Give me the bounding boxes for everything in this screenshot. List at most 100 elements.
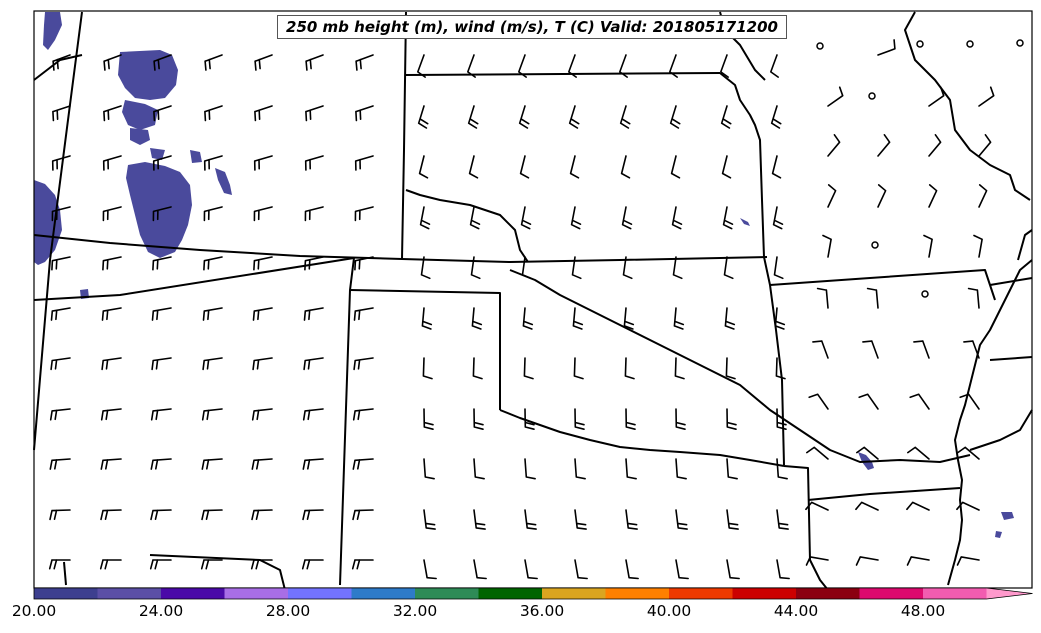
wind-barb xyxy=(909,393,930,410)
wind-barb xyxy=(250,559,273,570)
wind-barb xyxy=(354,155,374,171)
wind-barb xyxy=(353,357,374,371)
wind-barb xyxy=(51,206,71,222)
wind-barb xyxy=(625,559,639,580)
wind-barb xyxy=(353,307,374,321)
wind-barb xyxy=(520,206,532,230)
wind-barb xyxy=(204,54,223,71)
wind-barb xyxy=(571,256,582,280)
wind-barb xyxy=(522,307,534,330)
colorbar-segment xyxy=(34,588,98,599)
wind-barb xyxy=(203,206,223,222)
wind-barb xyxy=(622,256,633,280)
wind-barb xyxy=(808,393,829,410)
wind-barb xyxy=(524,408,535,430)
wind-barb xyxy=(417,105,429,129)
temperature-shading xyxy=(34,12,1014,538)
wind-barb xyxy=(772,206,784,230)
wind-barb xyxy=(101,357,122,371)
wind-barb xyxy=(523,357,534,380)
colorbar-segment xyxy=(478,588,543,599)
wind-barb xyxy=(856,446,879,460)
colorbar-tick-label: 28.00 xyxy=(265,602,311,620)
wind-barb xyxy=(776,559,790,580)
wind-barb xyxy=(470,256,481,280)
wind-barb xyxy=(726,559,740,580)
wind-barb xyxy=(305,105,324,122)
wind-barb xyxy=(625,408,636,430)
wind-barb xyxy=(805,556,829,566)
wind-barb xyxy=(422,357,433,380)
wind-barb xyxy=(302,458,324,470)
wind-barb xyxy=(423,509,436,530)
colorbar-tick-label: 20.00 xyxy=(11,602,57,620)
colorbar-segment xyxy=(224,588,289,599)
wind-barb xyxy=(101,307,122,321)
wind-barb xyxy=(963,340,980,359)
wind-barb xyxy=(621,206,633,230)
colorbar-segment xyxy=(542,588,606,599)
colorbar-tick-label: 32.00 xyxy=(392,602,438,620)
wind-barb xyxy=(253,256,273,271)
wind-barb xyxy=(100,458,122,470)
wind-barb xyxy=(625,458,637,480)
wind-barb xyxy=(355,54,374,71)
wind-barb xyxy=(302,509,324,521)
wind-barb xyxy=(858,393,879,410)
wind-barb xyxy=(906,556,930,566)
wind-barb xyxy=(568,105,580,129)
wind-barb xyxy=(806,446,829,460)
wind-barb xyxy=(50,357,71,371)
wind-barb xyxy=(102,206,122,222)
wind-barb xyxy=(675,509,688,530)
wind-barb xyxy=(152,206,172,222)
wind-barb xyxy=(469,206,481,230)
wind-barb xyxy=(670,155,681,179)
wind-barb xyxy=(201,408,223,421)
wind-barb xyxy=(153,54,172,71)
colorbar-segment xyxy=(351,588,416,599)
colorbar-tick-label: 24.00 xyxy=(138,602,184,620)
map-title: 250 mb height (m), wind (m/s), T (C) Val… xyxy=(277,15,787,39)
wind-barb xyxy=(471,307,483,330)
wind-barb xyxy=(352,509,374,521)
wind-barb xyxy=(956,501,980,511)
wind-barb xyxy=(574,559,588,580)
wind-barb xyxy=(518,54,527,78)
wind-barb xyxy=(151,307,172,321)
wind-barb xyxy=(99,559,122,570)
wind-barb xyxy=(150,509,172,521)
wind-barb xyxy=(103,54,122,71)
wind-barb xyxy=(775,357,786,380)
wind-barb xyxy=(49,509,71,521)
wind-barb xyxy=(419,206,431,230)
wind-barb xyxy=(51,155,71,171)
wind-barb xyxy=(722,206,734,230)
wind-barb xyxy=(776,408,787,430)
wind-barb xyxy=(877,39,896,56)
wind-barb xyxy=(569,155,580,179)
wind-barb xyxy=(827,184,837,208)
wind-barb xyxy=(619,54,628,78)
wind-barb xyxy=(624,357,635,380)
wind-barb xyxy=(354,206,374,222)
wind-barb xyxy=(928,184,938,208)
wind-barb xyxy=(721,155,732,179)
wind-barb xyxy=(201,458,223,470)
wind-barb xyxy=(720,54,729,78)
wind-barb xyxy=(102,256,122,271)
wind-barb xyxy=(776,458,788,480)
wind-barb xyxy=(812,340,829,359)
wind-barb xyxy=(674,357,685,380)
plot-frame xyxy=(33,10,1033,589)
wind-barb xyxy=(669,105,681,129)
wind-barb xyxy=(473,408,484,430)
state-borders xyxy=(33,11,1033,591)
wind-barb xyxy=(774,307,786,330)
wind-barb xyxy=(253,206,273,222)
colorbar-segment xyxy=(796,588,860,599)
wind-barb xyxy=(725,357,736,380)
wind-barb xyxy=(573,357,584,380)
wind-barb xyxy=(303,357,324,371)
